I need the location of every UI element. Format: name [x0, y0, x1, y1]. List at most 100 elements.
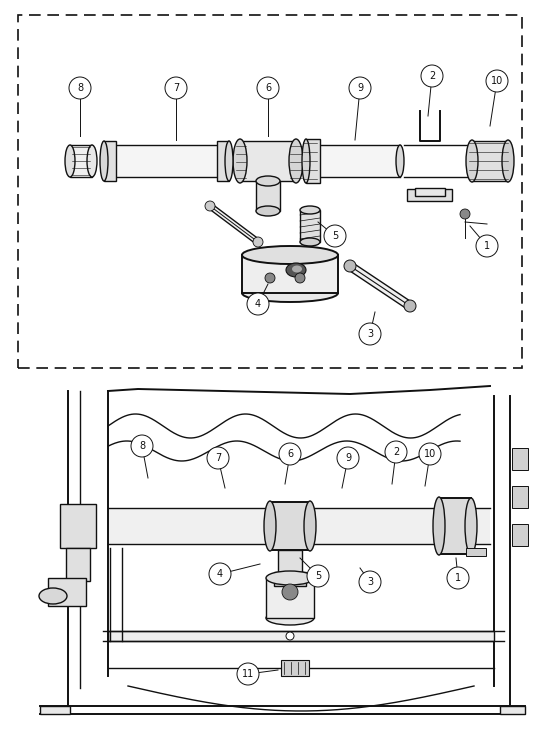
- Text: 3: 3: [367, 329, 373, 339]
- Text: 11: 11: [242, 669, 254, 679]
- Ellipse shape: [302, 139, 310, 183]
- Circle shape: [460, 209, 470, 219]
- Circle shape: [447, 567, 469, 589]
- Ellipse shape: [286, 263, 306, 277]
- Ellipse shape: [266, 611, 314, 625]
- Ellipse shape: [465, 498, 477, 554]
- Ellipse shape: [466, 140, 478, 182]
- Ellipse shape: [256, 206, 280, 216]
- Ellipse shape: [502, 140, 514, 182]
- Bar: [108, 631, 494, 641]
- Text: 5: 5: [315, 571, 321, 581]
- Ellipse shape: [289, 139, 303, 183]
- Ellipse shape: [242, 284, 338, 302]
- Circle shape: [207, 447, 229, 469]
- Text: 9: 9: [357, 83, 363, 93]
- Bar: [512, 448, 528, 470]
- Circle shape: [257, 77, 279, 99]
- Circle shape: [359, 571, 381, 593]
- Circle shape: [205, 201, 215, 211]
- Bar: [466, 548, 486, 556]
- Bar: [18, 15, 522, 368]
- Bar: [70, 145, 92, 177]
- Ellipse shape: [256, 176, 280, 186]
- Bar: [500, 706, 525, 714]
- Text: 7: 7: [215, 453, 221, 463]
- Ellipse shape: [233, 139, 247, 183]
- Bar: [108, 508, 490, 544]
- Circle shape: [209, 563, 231, 585]
- Circle shape: [253, 237, 263, 247]
- Bar: [274, 572, 306, 586]
- Circle shape: [404, 300, 416, 312]
- Text: 6: 6: [265, 83, 271, 93]
- Text: 10: 10: [424, 449, 436, 459]
- Text: 2: 2: [429, 71, 435, 81]
- Ellipse shape: [396, 145, 404, 177]
- Ellipse shape: [87, 145, 97, 177]
- Circle shape: [476, 235, 498, 257]
- Circle shape: [385, 441, 407, 463]
- Text: 6: 6: [287, 449, 293, 459]
- Bar: [108, 391, 494, 706]
- Circle shape: [265, 273, 275, 283]
- Bar: [512, 486, 528, 508]
- Ellipse shape: [65, 145, 75, 177]
- Text: 8: 8: [77, 83, 83, 93]
- Circle shape: [307, 565, 329, 587]
- Ellipse shape: [264, 501, 276, 551]
- Circle shape: [69, 77, 91, 99]
- Ellipse shape: [292, 266, 302, 272]
- Text: 4: 4: [255, 299, 261, 309]
- Circle shape: [359, 323, 381, 345]
- Bar: [60, 504, 96, 548]
- Bar: [439, 498, 471, 554]
- Ellipse shape: [242, 246, 338, 264]
- Circle shape: [419, 443, 441, 465]
- Bar: [300, 210, 320, 242]
- Bar: [256, 181, 280, 211]
- Bar: [66, 548, 90, 581]
- Text: 5: 5: [332, 231, 338, 241]
- Ellipse shape: [225, 141, 233, 181]
- Circle shape: [337, 447, 359, 469]
- Polygon shape: [415, 188, 445, 196]
- Bar: [104, 141, 116, 181]
- Ellipse shape: [300, 206, 320, 214]
- Bar: [472, 141, 508, 181]
- Circle shape: [131, 435, 153, 457]
- Bar: [512, 524, 528, 546]
- Bar: [48, 578, 86, 606]
- Circle shape: [237, 663, 259, 685]
- Ellipse shape: [266, 571, 314, 585]
- Text: 1: 1: [455, 573, 461, 583]
- Ellipse shape: [39, 588, 67, 604]
- Text: 9: 9: [345, 453, 351, 463]
- Circle shape: [295, 273, 305, 283]
- Text: 7: 7: [173, 83, 179, 93]
- Bar: [310, 145, 400, 177]
- Circle shape: [247, 293, 269, 315]
- Bar: [278, 550, 302, 578]
- Ellipse shape: [304, 501, 316, 551]
- Bar: [40, 706, 70, 714]
- Text: 3: 3: [367, 577, 373, 587]
- Bar: [407, 189, 452, 201]
- Text: 2: 2: [393, 447, 399, 457]
- Circle shape: [279, 443, 301, 465]
- Bar: [240, 141, 296, 181]
- Circle shape: [349, 77, 371, 99]
- Circle shape: [286, 632, 294, 640]
- Circle shape: [165, 77, 187, 99]
- Text: 10: 10: [491, 76, 503, 86]
- Text: 8: 8: [139, 441, 145, 451]
- Circle shape: [421, 65, 443, 87]
- Bar: [306, 139, 320, 183]
- Bar: [270, 502, 310, 550]
- Bar: [281, 660, 309, 676]
- Circle shape: [282, 584, 298, 600]
- Bar: [242, 255, 338, 293]
- Ellipse shape: [100, 141, 108, 181]
- Text: 4: 4: [217, 569, 223, 579]
- Ellipse shape: [300, 238, 320, 246]
